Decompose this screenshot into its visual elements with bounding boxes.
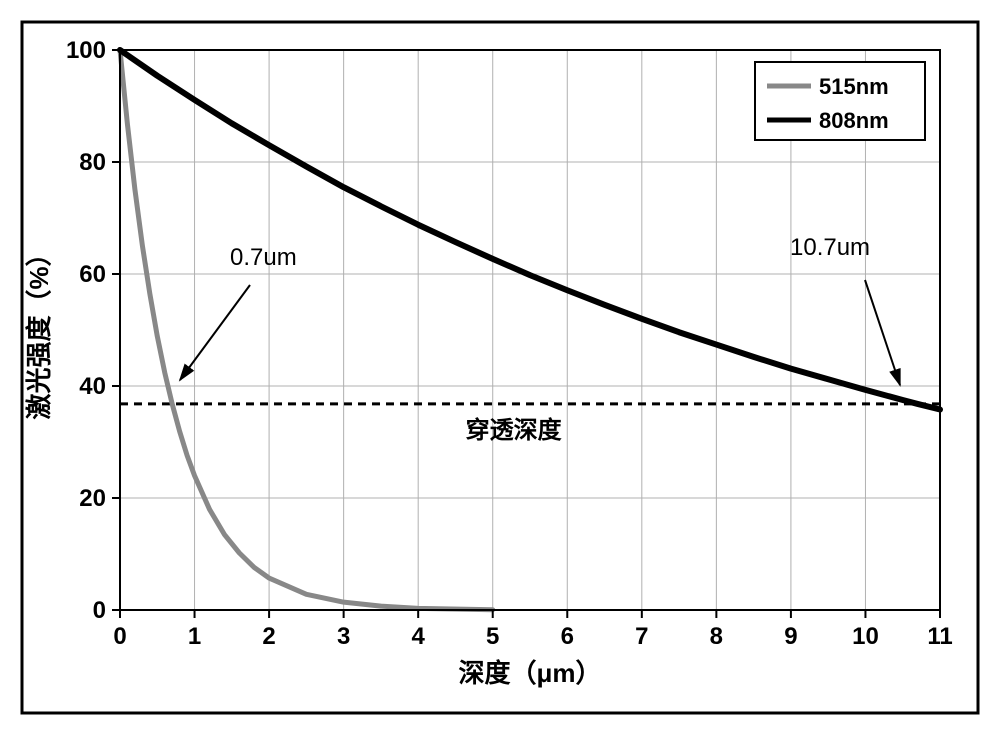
- x-axis-label: 深度（μm）: [458, 658, 601, 688]
- annotation-text: 0.7um: [230, 244, 297, 271]
- y-tick-label: 80: [79, 149, 106, 176]
- x-tick-label: 8: [710, 623, 723, 650]
- annotation-text: 10.7um: [790, 234, 870, 261]
- legend-label: 808nm: [819, 108, 889, 133]
- line-chart: 0 1 2 3 4 5 6 7 8 9 10 11 0 20 40 60 80 100 深度（μm） 激光强度（%） 穿…: [20, 20, 980, 715]
- x-tick-label: 6: [561, 623, 574, 650]
- y-tick-label: 60: [79, 261, 106, 288]
- x-tick-label: 3: [337, 623, 350, 650]
- x-tick-label: 4: [412, 623, 426, 650]
- chart-container: 0 1 2 3 4 5 6 7 8 9 10 11 0 20 40 60 80 100 深度（μm） 激光强度（%） 穿…: [20, 20, 980, 715]
- x-tick-label: 0: [113, 623, 126, 650]
- y-tick-label: 0: [93, 597, 106, 624]
- legend-label: 515nm: [819, 74, 889, 99]
- x-tick-label: 2: [262, 623, 275, 650]
- y-tick-label: 100: [66, 37, 106, 64]
- x-tick-label: 11: [927, 623, 952, 650]
- x-tick-label: 10: [852, 623, 879, 650]
- x-tick-label: 7: [635, 623, 648, 650]
- y-tick-label: 20: [79, 485, 106, 512]
- y-tick-label: 40: [79, 373, 106, 400]
- x-tick-label: 9: [784, 623, 797, 650]
- reference-label: 穿透深度: [466, 416, 563, 444]
- x-tick-label: 5: [486, 623, 499, 650]
- x-tick-label: 1: [188, 623, 201, 650]
- y-axis-label: 激光强度（%）: [24, 240, 54, 419]
